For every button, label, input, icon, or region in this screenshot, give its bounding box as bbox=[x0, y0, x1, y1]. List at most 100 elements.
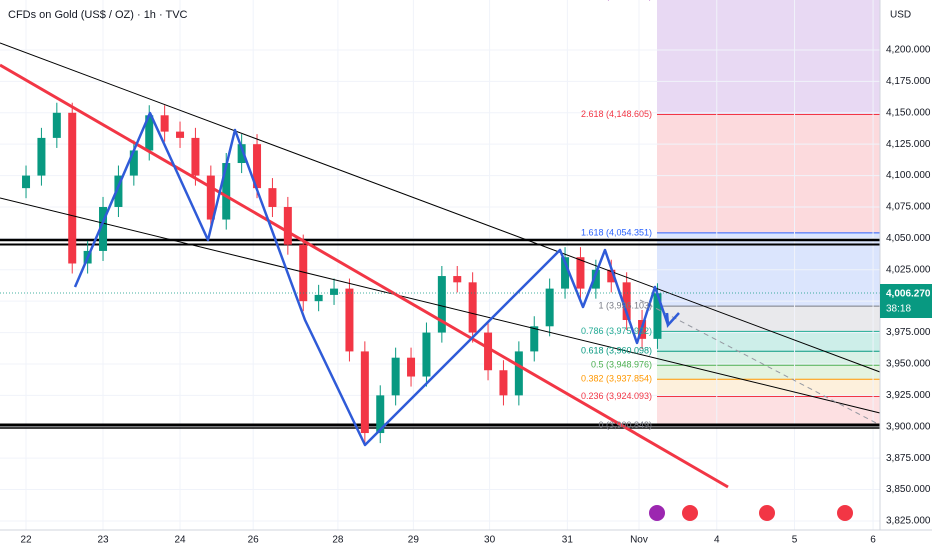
candle-body bbox=[22, 175, 31, 189]
candle-body bbox=[191, 137, 200, 176]
candle-body bbox=[345, 288, 354, 352]
candle-body bbox=[360, 351, 369, 434]
candle-body bbox=[499, 370, 508, 396]
candle-body bbox=[129, 150, 138, 176]
x-tick-label: 6 bbox=[870, 535, 876, 546]
event-icon[interactable] bbox=[649, 505, 665, 521]
y-tick-label: 4,025.000 bbox=[886, 264, 931, 275]
fib-label: 0.236 (3,924.093) bbox=[581, 391, 652, 401]
x-tick-label: 22 bbox=[20, 535, 32, 546]
candle-body bbox=[514, 351, 523, 396]
fib-label: 3.618 (4,242.859) bbox=[581, 0, 652, 1]
fib-zone bbox=[657, 306, 880, 332]
candle-body bbox=[330, 288, 339, 295]
y-tick-label: 4,200.000 bbox=[886, 45, 931, 56]
fib-zone bbox=[657, 114, 880, 233]
fib-label: 1.618 (4,054.351) bbox=[581, 227, 652, 237]
candle-body bbox=[407, 357, 416, 377]
candle-body bbox=[222, 163, 231, 220]
x-tick-label: 4 bbox=[714, 535, 720, 546]
candle-body bbox=[160, 115, 169, 132]
candle-body bbox=[145, 115, 154, 151]
candle-body bbox=[299, 244, 308, 302]
x-tick-label: 29 bbox=[408, 535, 420, 546]
y-tick-label: 3,875.000 bbox=[886, 453, 931, 464]
candle-body bbox=[607, 269, 616, 283]
y-tick-label: 3,925.000 bbox=[886, 390, 931, 401]
candle-body bbox=[376, 395, 385, 434]
x-tick-label: 30 bbox=[484, 535, 496, 546]
fib-zone bbox=[657, 351, 880, 366]
candle-body bbox=[37, 137, 46, 176]
candle-body bbox=[468, 282, 477, 333]
x-tick-label: Nov bbox=[630, 535, 648, 546]
candle-body bbox=[283, 206, 292, 245]
wave-pattern bbox=[73, 111, 670, 447]
x-tick-label: 28 bbox=[332, 535, 344, 546]
candle-body bbox=[206, 175, 215, 220]
drawings bbox=[0, 238, 880, 429]
y-tick-label: 4,050.000 bbox=[886, 233, 931, 244]
fib-label: 0.382 (3,937.854) bbox=[581, 374, 652, 384]
y-tick-label: 3,950.000 bbox=[886, 359, 931, 370]
x-tick-label: 24 bbox=[174, 535, 186, 546]
candle-body bbox=[591, 269, 600, 289]
y-tick-label: 4,100.000 bbox=[886, 170, 931, 181]
drawings bbox=[0, 42, 881, 521]
y-tick-label: 3,850.000 bbox=[886, 484, 931, 495]
event-icon[interactable] bbox=[837, 505, 853, 521]
currency[interactable]: USD bbox=[890, 10, 911, 21]
candle-body bbox=[68, 112, 77, 264]
candle-body bbox=[530, 326, 539, 352]
candle-body bbox=[576, 257, 585, 289]
price-tag bbox=[880, 284, 932, 318]
candle-body bbox=[114, 175, 123, 207]
fib-zone bbox=[657, 0, 880, 115]
fib-label: 0.618 (3,960.098) bbox=[581, 346, 652, 356]
candle-body bbox=[391, 357, 400, 396]
candle-body bbox=[453, 276, 462, 283]
y-tick-label: 4,150.000 bbox=[886, 107, 931, 118]
fib-zone bbox=[657, 331, 880, 352]
candle-body bbox=[484, 332, 493, 371]
y-tick-label: 4,125.000 bbox=[886, 139, 931, 150]
candle-body bbox=[561, 257, 570, 289]
candle-body bbox=[176, 131, 185, 138]
last-price: 4,006.270 bbox=[886, 289, 931, 300]
y-tick-label: 4,175.000 bbox=[886, 76, 931, 87]
trend-line bbox=[0, 197, 881, 414]
candle-body bbox=[237, 144, 246, 164]
event-icon[interactable] bbox=[682, 505, 698, 521]
fib-label: 0.5 (3,948.976) bbox=[591, 360, 652, 370]
price-axis bbox=[880, 0, 932, 550]
y-tick-label: 3,900.000 bbox=[886, 421, 931, 432]
x-tick-label: 31 bbox=[562, 535, 574, 546]
fib-zone bbox=[657, 365, 880, 380]
candle-body bbox=[99, 206, 108, 251]
x-tick-label: 26 bbox=[248, 535, 260, 546]
candle-body bbox=[52, 112, 61, 138]
candle-body bbox=[622, 282, 631, 321]
y-tick-label: 3,825.000 bbox=[886, 516, 931, 527]
fib-label: 1 (3,996.103) bbox=[598, 300, 652, 310]
y-tick-label: 4,075.000 bbox=[886, 202, 931, 213]
fib-zone bbox=[657, 396, 880, 426]
x-tick-label: 23 bbox=[97, 535, 109, 546]
fib-zone bbox=[657, 379, 880, 397]
candle-body bbox=[545, 288, 554, 327]
candle-body bbox=[437, 276, 446, 333]
candle-body bbox=[314, 294, 323, 302]
fib-label: 0 (3,900.849) bbox=[598, 420, 652, 430]
y-tick-label: 3,975.000 bbox=[886, 327, 931, 338]
fib-label: 0.786 (3,975.932) bbox=[581, 326, 652, 336]
fib-label: 2.618 (4,148.605) bbox=[581, 109, 652, 119]
trend-line bbox=[0, 63, 729, 489]
chart-title: CFDs on Gold (US$ / OZ) · 1h · TVC bbox=[8, 9, 188, 21]
event-icon[interactable] bbox=[759, 505, 775, 521]
projection-line bbox=[639, 299, 881, 426]
countdown: 38:18 bbox=[886, 304, 911, 315]
x-tick-label: 5 bbox=[792, 535, 798, 546]
trend-line bbox=[0, 42, 881, 373]
arrow bbox=[665, 312, 680, 328]
